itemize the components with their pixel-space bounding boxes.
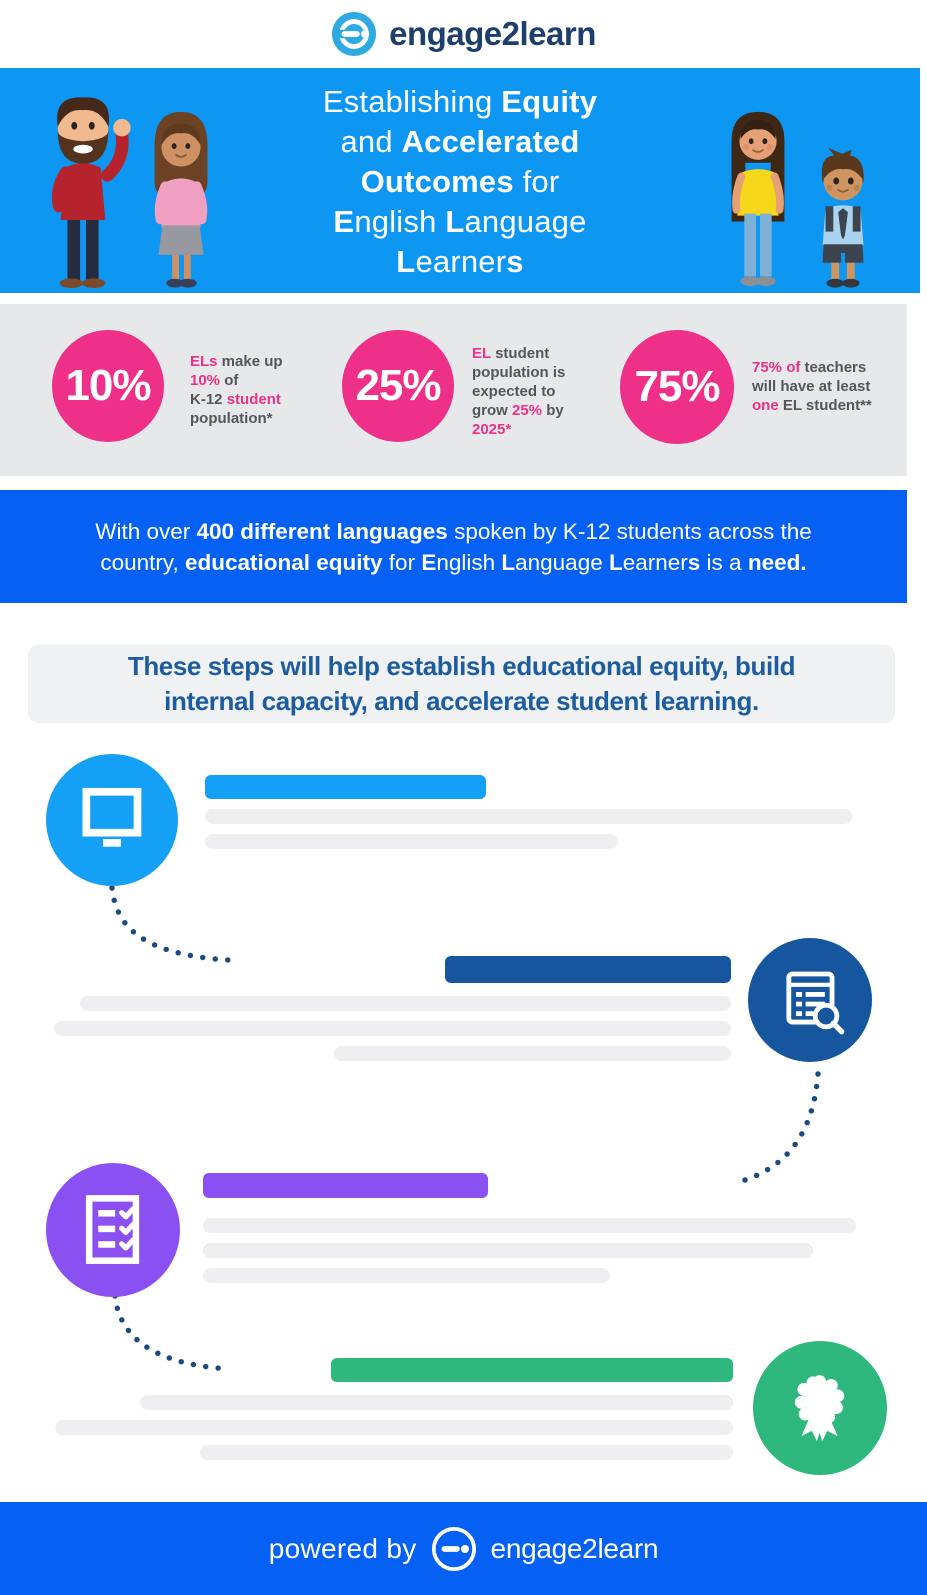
- step3-text-line-placeholder: [203, 1268, 610, 1283]
- stat-circle-75: 75%: [620, 330, 734, 444]
- stat-value: 75%: [634, 362, 720, 411]
- step4-text-line-placeholder: [140, 1395, 733, 1410]
- logo-text: engage2learn: [389, 15, 596, 52]
- step2-icon-circle: [748, 938, 872, 1062]
- rich-text-line: ELs make up: [190, 353, 283, 370]
- footer-logo-icon: [431, 1526, 476, 1571]
- header: engage2learn: [0, 0, 927, 68]
- stat-circle-25: 25%: [342, 330, 454, 442]
- rich-text-line: 75% of teachers: [752, 359, 867, 376]
- rich-text-line: country, educational equity for English …: [100, 549, 807, 575]
- step1-text-line-placeholder: [205, 834, 618, 849]
- rich-text-line: population is: [472, 364, 566, 381]
- language-need-banner: With over 400 different languages spoken…: [0, 490, 907, 603]
- hero-title: Establishing Equity and Accelerated Outcom…: [0, 82, 920, 282]
- girl-standing-illustration: [731, 111, 785, 287]
- step3-text-line-placeholder: [203, 1218, 856, 1233]
- step1-text-line-placeholder: [205, 809, 852, 824]
- steps-section: [0, 732, 927, 1502]
- stat-description-10: ELs make up 10% of K-12 student population*: [190, 352, 345, 428]
- woman-standing-illustration: [154, 111, 208, 288]
- rich-text-line: English Language: [333, 204, 587, 239]
- rich-text-line: grow 25% by: [472, 402, 564, 419]
- footer-logo-text: engage2learn: [490, 1532, 659, 1564]
- rich-text-line: EL student: [472, 345, 550, 362]
- steps-intro-box: These steps will help establish educatio…: [28, 645, 895, 723]
- step4-icon-circle: [753, 1341, 887, 1475]
- award-ribbon-icon: [795, 1375, 845, 1442]
- step1-icon-circle: [46, 754, 178, 886]
- connector-step1-step2: [109, 885, 231, 963]
- steps-intro-line: These steps will help establish educatio…: [127, 651, 796, 681]
- step4-text-line-placeholder: [200, 1445, 733, 1460]
- step1-title-bar-placeholder: [205, 775, 486, 799]
- rich-text-line: With over 400 different languages spoken…: [95, 518, 812, 544]
- engage2learn-logo-icon: [332, 11, 377, 57]
- rich-text-line: K-12 student: [190, 391, 281, 408]
- step4-title-bar-placeholder: [331, 1358, 733, 1382]
- boy-student-illustration: [821, 147, 864, 288]
- stat-description-75: 75% of teachers will have at least one EL …: [752, 358, 917, 415]
- footer: powered by engage2learn: [0, 1502, 927, 1595]
- step2-text-line-placeholder: [334, 1046, 731, 1061]
- report-search-icon: [785, 971, 844, 1034]
- step3-icon-circle: [46, 1163, 180, 1297]
- monitor-icon: [82, 788, 142, 847]
- rich-text-line: 2025*: [472, 421, 512, 438]
- rich-text-line: 10% of: [190, 372, 239, 389]
- stat-value: 10%: [65, 361, 151, 410]
- steps-intro-line: internal capacity, and accelerate studen…: [164, 686, 759, 716]
- rich-text-line: and Accelerated: [340, 124, 580, 159]
- step2-text-line-placeholder: [80, 996, 731, 1011]
- rich-text-line: Outcomes for: [360, 164, 560, 199]
- rich-text-line: will have at least: [752, 378, 871, 395]
- man-waving-illustration: [51, 97, 131, 289]
- stat-value: 25%: [355, 361, 441, 410]
- rich-text-line: expected to: [472, 383, 556, 400]
- rich-text-line: one EL student**: [752, 397, 872, 414]
- rich-text-line: Establishing Equity: [322, 84, 598, 119]
- stat-description-25: EL student population is expected to grow 2…: [472, 344, 637, 439]
- hero-banner: Establishing Equity and Accelerated Outcom…: [0, 68, 920, 293]
- rich-text-line: population*: [190, 410, 273, 427]
- connector-step2-step3: [739, 1071, 821, 1184]
- connector-step3-step4: [112, 1293, 233, 1372]
- step4-text-line-placeholder: [55, 1420, 733, 1435]
- stat-circle-10: 10%: [52, 330, 164, 442]
- stats-band: 10% ELs make up 10% of K-12 student populat…: [0, 304, 907, 476]
- checklist-icon: [86, 1195, 140, 1265]
- rich-text-line: Learners: [396, 244, 524, 279]
- step2-title-bar-placeholder: [445, 956, 731, 983]
- step3-title-bar-placeholder: [203, 1173, 488, 1198]
- step3-text-line-placeholder: [203, 1243, 813, 1258]
- step2-text-line-placeholder: [54, 1021, 731, 1036]
- powered-by-text: powered by: [268, 1532, 417, 1564]
